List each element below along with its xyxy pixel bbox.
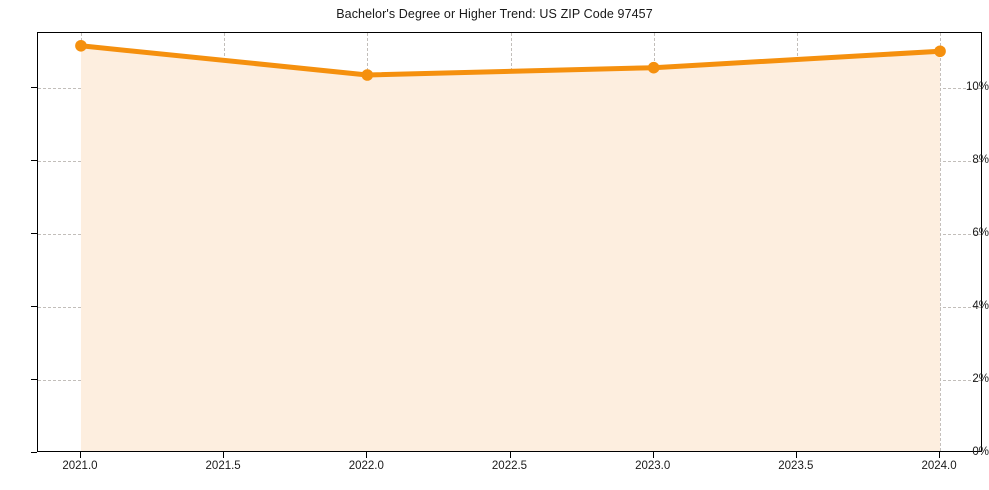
chart-title: Bachelor's Degree or Higher Trend: US ZI… xyxy=(336,7,653,21)
x-tick-label-2023.0: 2023.0 xyxy=(635,460,671,472)
y-tick-mark-8% xyxy=(31,159,37,161)
x-tick-label-2024.0: 2024.0 xyxy=(921,460,957,472)
gridline-x-2024.0 xyxy=(940,33,942,451)
y-tick-mark-0% xyxy=(31,452,37,453)
y-tick-mark-6% xyxy=(31,232,37,234)
area-fill xyxy=(80,45,941,451)
x-tick-mark-2022.5 xyxy=(509,452,511,458)
plot-area xyxy=(37,32,982,452)
x-tick-label-2022.5: 2022.5 xyxy=(491,460,528,472)
y-tick-label-8%: 8% xyxy=(972,153,989,166)
x-tick-label-2021.0: 2021.0 xyxy=(62,460,98,472)
x-tick-mark-2022.0 xyxy=(366,452,368,458)
y-tick-label-2%: 2% xyxy=(972,372,989,385)
trend-line xyxy=(78,43,943,78)
data-point-markers xyxy=(75,39,946,81)
y-tick-label-4%: 4% xyxy=(972,299,989,312)
x-tick-label-2021.5: 2021.5 xyxy=(205,460,241,472)
data-series-group xyxy=(75,39,946,451)
data-point-2021 xyxy=(75,39,87,52)
y-tick-label-6%: 6% xyxy=(972,226,989,239)
x-tick-mark-2021.5 xyxy=(223,452,225,458)
x-tick-mark-2024.0 xyxy=(939,452,941,458)
x-tick-mark-2023.0 xyxy=(652,452,654,458)
data-point-2024 xyxy=(934,45,946,58)
y-tick-label-0%: 0% xyxy=(972,446,989,458)
y-tick-mark-10% xyxy=(31,86,37,88)
x-tick-mark-2023.5 xyxy=(795,452,797,458)
x-tick-mark-2021.0 xyxy=(79,452,81,458)
y-tick-mark-2% xyxy=(31,378,37,380)
plot-inner xyxy=(38,33,981,451)
x-tick-label-2022.0: 2022.0 xyxy=(348,460,384,472)
data-point-2023 xyxy=(647,61,660,74)
y-tick-mark-4% xyxy=(31,305,37,307)
x-tick-label-2023.5: 2023.5 xyxy=(778,460,814,472)
y-tick-label-10%: 10% xyxy=(965,80,989,93)
data-point-2022 xyxy=(361,69,374,81)
